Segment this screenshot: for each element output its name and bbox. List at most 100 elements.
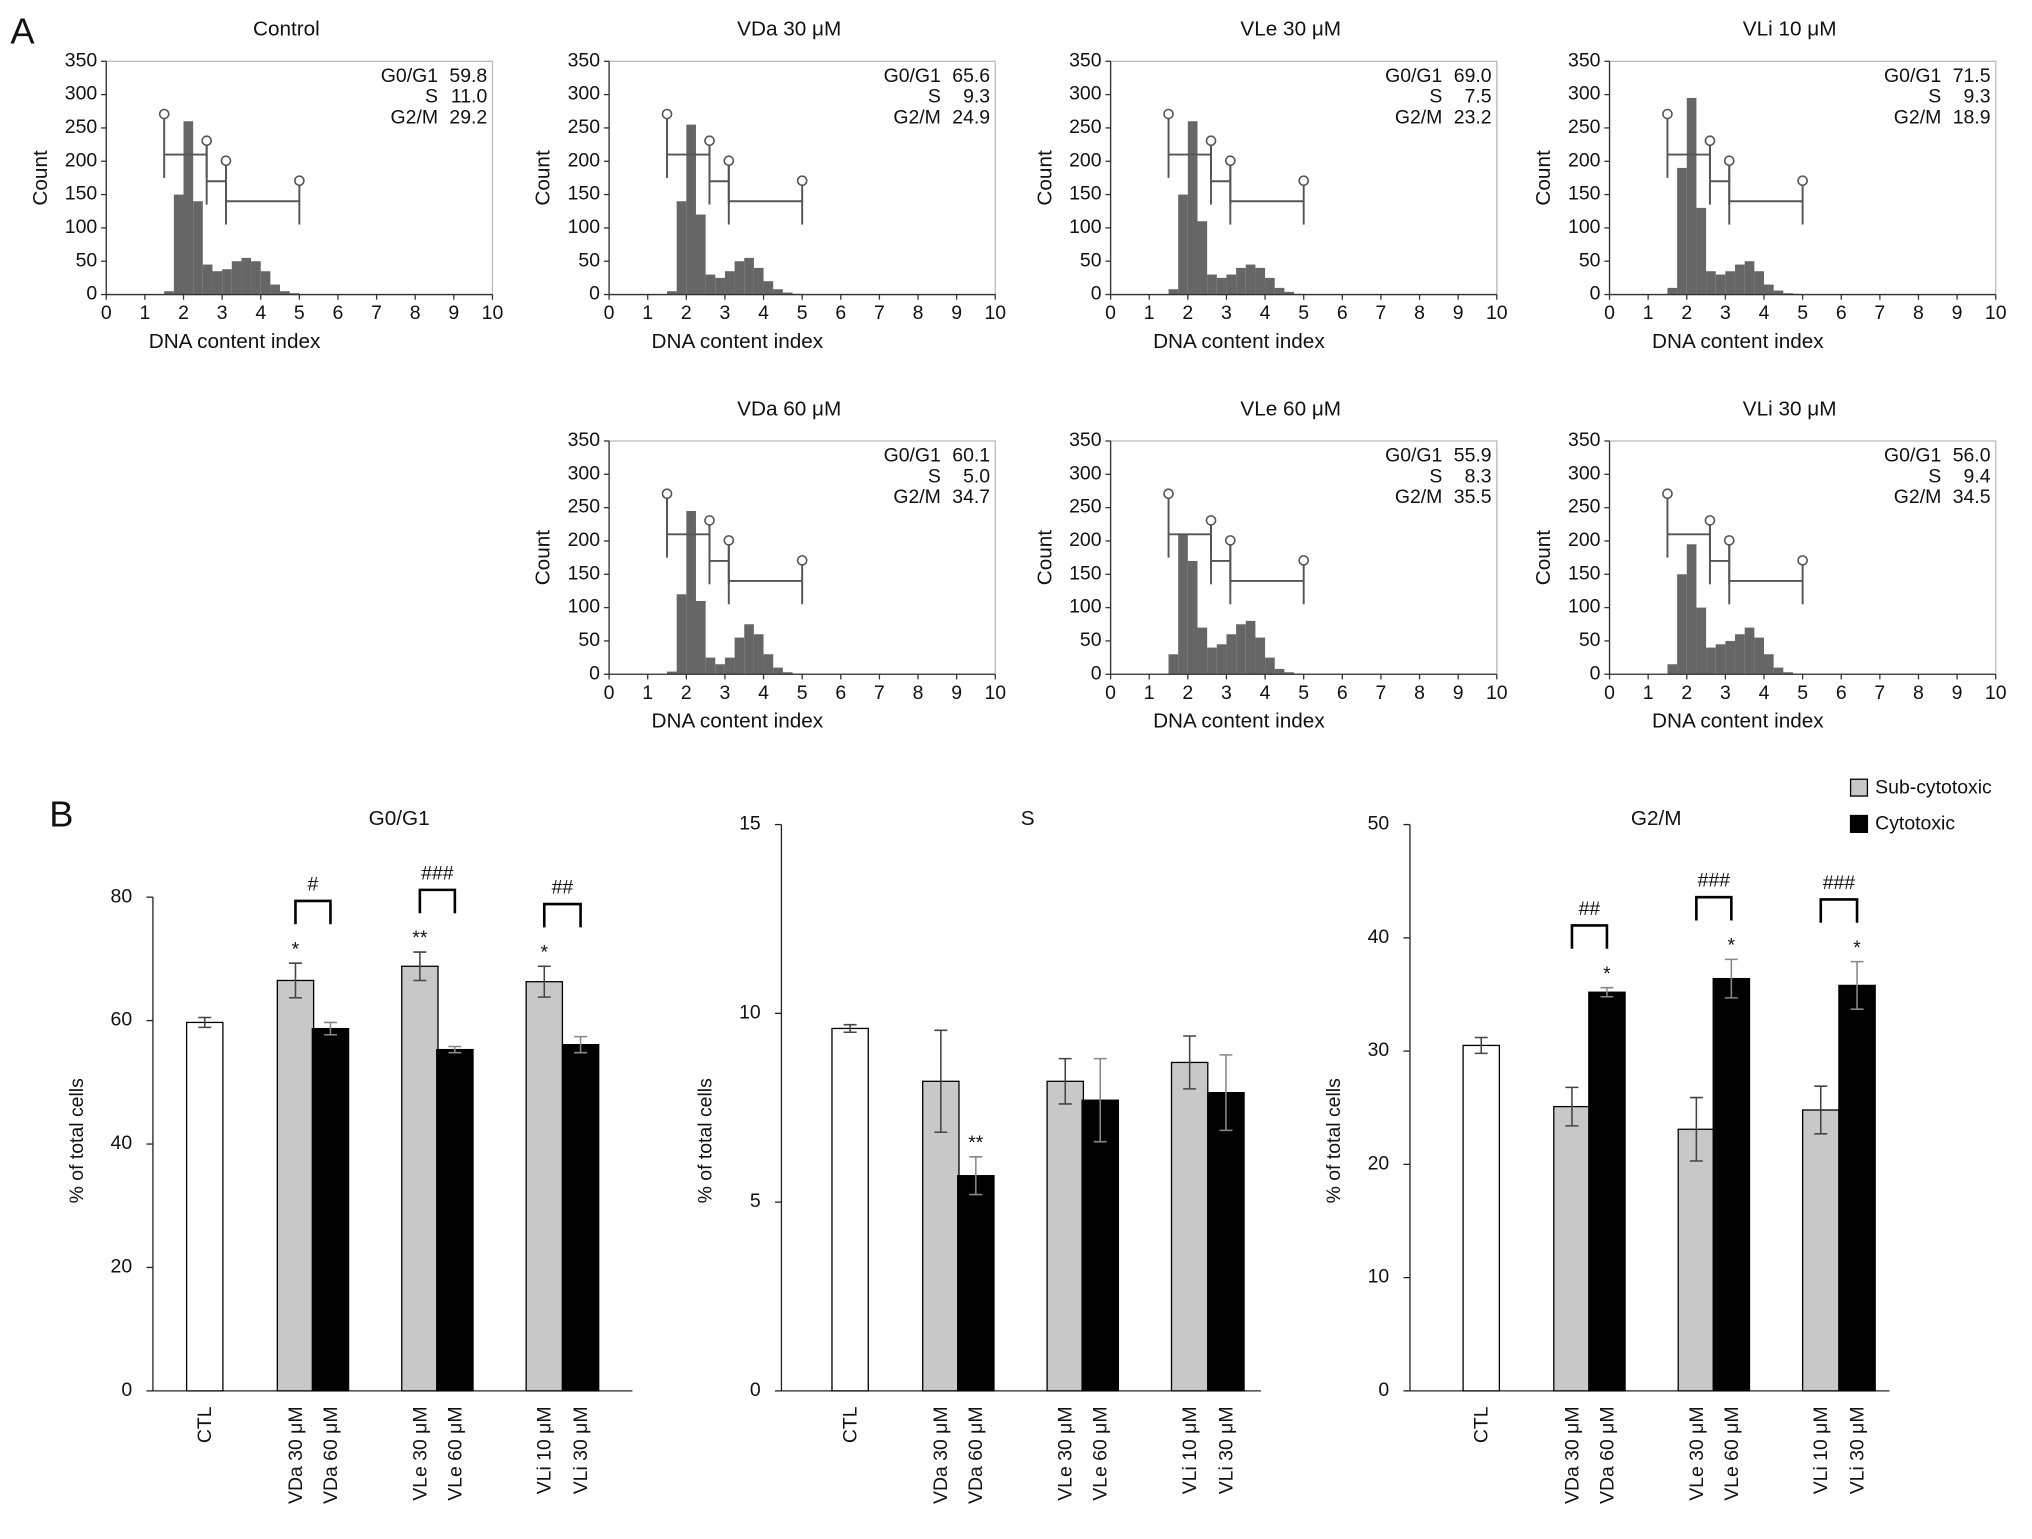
histogram-bar [1284,672,1295,675]
significance-label: * [1728,935,1736,957]
chart-title: VLe 30 μM [1240,18,1341,41]
histogram-bar [1216,644,1227,675]
histogram-bar [753,267,764,295]
histogram-bar [773,289,783,295]
x-tick-label: 6 [1337,302,1348,324]
stat-name: S [928,465,941,487]
gate-handle [1797,555,1808,566]
y-tick-label: 350 [568,429,601,451]
x-tick-label: 6 [1836,302,1847,324]
error-bar [323,1021,337,1036]
y-tick-label: 300 [1069,83,1102,105]
histogram-bar [1187,560,1198,675]
bar [1207,1091,1245,1392]
x-tick-label: 9 [951,682,962,704]
stat-name: S [1429,86,1442,108]
y-tick-label: 100 [65,216,98,238]
x-tick-label: 4 [758,682,769,704]
histogram-bar [1168,289,1179,295]
histogram-bar [241,257,252,295]
histogram-bar [1207,647,1217,675]
histogram-bar [260,271,271,295]
histogram-bar [1677,574,1687,675]
histogram-bar [1764,654,1774,675]
histogram-bar [763,281,774,295]
stat-value: 29.2 [449,106,487,128]
x-tick-label: 1 [139,302,150,324]
bar [185,1021,224,1392]
histogram-bar [1764,284,1774,295]
x-tick-label: 6 [835,682,846,704]
histogram-bar [1226,274,1237,295]
x-tick-label: CTL [1471,1406,1493,1443]
y-tick-label: 40 [1368,926,1390,948]
histogram-bar [1245,264,1256,295]
x-tick-label: 1 [1643,302,1654,324]
stat-value: 65.6 [952,65,990,87]
gate-handle [1723,535,1735,546]
bar [1712,977,1751,1392]
bracket-label: ### [421,862,454,884]
x-tick-label: 2 [1182,302,1193,324]
histogram-bar [1715,274,1726,295]
x-tick-label: 2 [178,302,189,324]
y-axis-label: Count [29,150,52,206]
stat-name: G0/G1 [381,65,438,87]
bracket-label: ### [1823,872,1856,894]
histogram-bar [164,291,174,295]
stat-name: G0/G1 [1385,445,1442,467]
bracket-label: # [308,874,319,896]
histogram-bar [1677,167,1687,295]
histogram-bar [686,510,696,675]
y-tick-label: 50 [578,629,600,651]
x-tick-label: VDa 60 μM [1596,1406,1618,1504]
gate-handle [723,535,735,546]
y-tick-label: 250 [1069,116,1102,138]
histogram-bar [782,672,793,675]
x-axis-label: DNA content index [1153,330,1325,353]
y-tick-label: 200 [65,149,98,171]
x-tick-label: 5 [1298,302,1309,324]
gate-handle [1163,488,1174,500]
stat-value: 23.2 [1454,106,1492,128]
x-tick-label: 0 [101,302,112,324]
y-tick-label: 50 [1579,249,1601,271]
x-tick-label: 7 [874,302,885,324]
y-tick-label: 0 [1091,662,1102,684]
x-tick-label: 8 [1414,682,1425,704]
x-tick-label: 4 [255,302,266,324]
bar [1588,991,1626,1392]
bar [957,1175,995,1392]
gate-handle [1723,155,1735,167]
legend-label: Sub-cytotoxic [1875,776,1992,798]
y-axis-label: Count [1532,150,1555,206]
histogram-bar [753,634,764,675]
x-tick-label: 3 [217,302,228,324]
bar [276,979,315,1392]
histogram-bar [1187,121,1198,295]
y-tick-label: 350 [1069,429,1102,451]
x-tick-label: VLe 30 μM [409,1406,431,1500]
histogram-bar [1667,287,1678,295]
x-tick-label: 4 [1759,302,1770,324]
bar [311,1027,350,1392]
histogram-bar [1197,221,1208,295]
x-tick-label: 10 [482,302,504,324]
histogram-bar [1744,627,1755,675]
gate-handle [158,108,170,120]
x-tick-label: 9 [1952,302,1963,324]
stat-value: 60.1 [952,445,990,467]
panel-label: B [49,793,73,834]
y-tick-label: 250 [568,116,601,138]
x-tick-label: 3 [1720,302,1731,324]
x-tick-label: 7 [1376,302,1387,324]
bar [1462,1044,1501,1392]
x-tick-label: 2 [681,302,692,324]
chart-title: S [1021,807,1035,830]
histogram-bar [1706,271,1716,295]
x-tick-label: 0 [604,682,615,704]
x-tick-label: 10 [1985,682,2007,704]
y-tick-label: 300 [1069,462,1102,484]
histogram-bar [667,291,677,295]
stat-name: G2/M [1894,486,1941,508]
